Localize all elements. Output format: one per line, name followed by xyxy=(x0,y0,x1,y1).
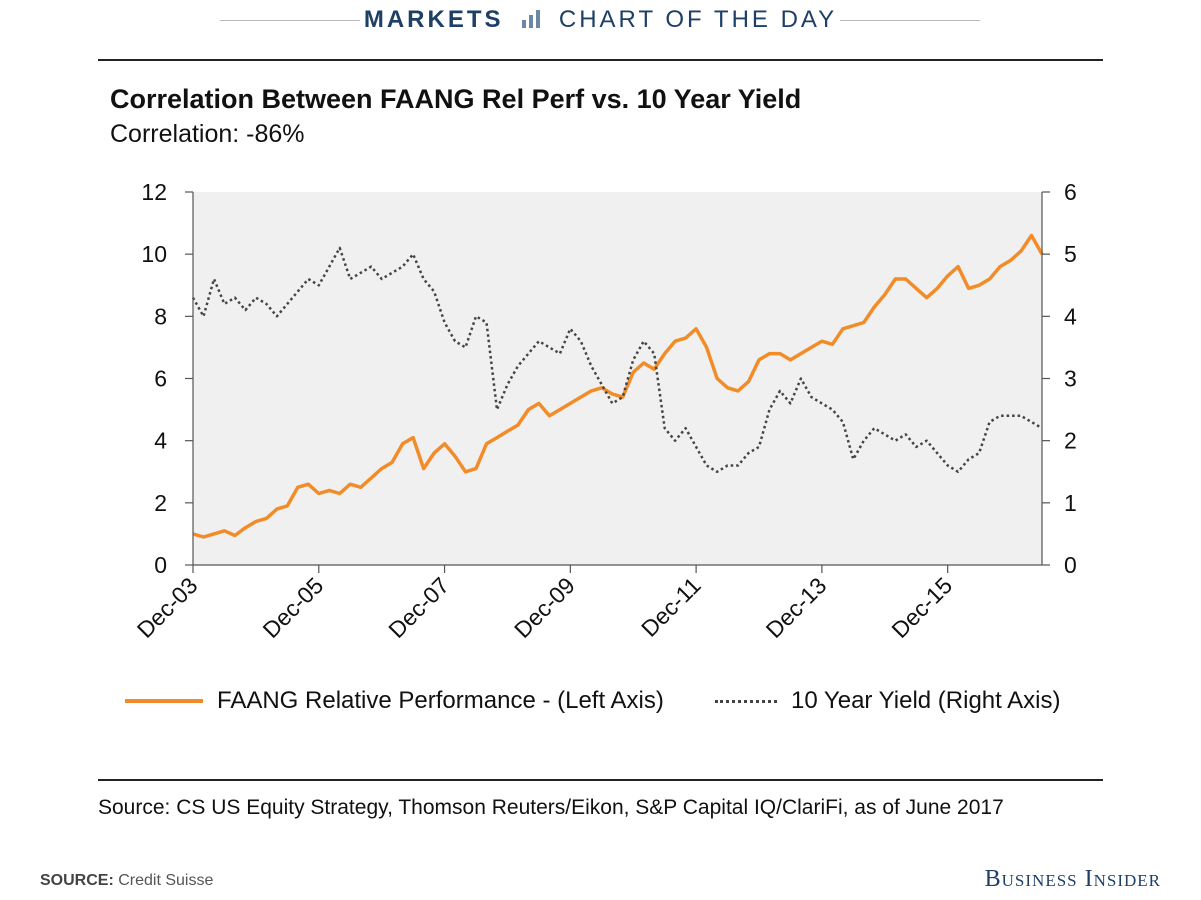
legend-label-faang: FAANG Relative Performance - (Left Axis) xyxy=(217,687,664,714)
x-tick-label: Dec-05 xyxy=(257,572,328,643)
y-tick-label-left: 8 xyxy=(154,303,167,329)
x-tick-label: Dec-11 xyxy=(636,572,706,642)
y-tick-label-right: 6 xyxy=(1064,179,1077,205)
x-tick-label: Dec-09 xyxy=(509,572,580,643)
plot-background xyxy=(193,192,1042,565)
legend-swatch-yield xyxy=(715,699,777,703)
y-tick-label-left: 12 xyxy=(141,179,167,205)
series-line-faang xyxy=(192,233,1044,539)
y-tick-label-right: 2 xyxy=(1064,428,1077,454)
y-tick-label-right: 5 xyxy=(1064,241,1077,267)
section-label: MARKETS xyxy=(363,6,504,33)
y-tick-label-left: 0 xyxy=(154,552,167,578)
legend-item-faang: FAANG Relative Performance - (Left Axis) xyxy=(125,683,664,719)
legend-label-yield: 10 Year Yield (Right Axis) xyxy=(791,687,1061,714)
x-tick-label: Dec-13 xyxy=(761,572,832,643)
y-tick-label-right: 1 xyxy=(1064,490,1077,516)
y-tick-label-right: 3 xyxy=(1064,366,1077,392)
source-note: Source: CS US Equity Strategy, Thomson R… xyxy=(98,796,1004,819)
series-line-yield xyxy=(191,246,1043,474)
brand-logo: Business Insider xyxy=(984,866,1161,892)
x-tick-label: Dec-15 xyxy=(886,572,957,643)
y-tick-label-left: 4 xyxy=(154,428,167,454)
header-banner: MARKETS CHART OF THE DAY xyxy=(0,0,1201,42)
y-tick-label-left: 2 xyxy=(154,490,167,516)
y-tick-label-right: 0 xyxy=(1064,552,1077,578)
legend: FAANG Relative Performance - (Left Axis)… xyxy=(125,683,1125,719)
bottom-rule xyxy=(98,779,1103,781)
chart-subtitle: Correlation: -86% xyxy=(110,120,305,148)
top-rule xyxy=(98,59,1103,61)
x-tick-label: Dec-03 xyxy=(132,572,203,643)
credit-label: SOURCE: xyxy=(40,872,114,889)
chart-title: Correlation Between FAANG Rel Perf vs. 1… xyxy=(110,84,802,114)
credit-value: Credit Suisse xyxy=(118,872,214,889)
banner-text: MARKETS CHART OF THE DAY xyxy=(0,6,1201,34)
feature-label: CHART OF THE DAY xyxy=(558,6,838,33)
x-tick-label: Dec-07 xyxy=(383,572,454,643)
bar-chart-icon xyxy=(522,10,541,28)
banner-rule-left xyxy=(220,20,360,21)
legend-swatch-faang xyxy=(125,699,203,703)
y-tick-label-right: 4 xyxy=(1064,303,1077,329)
y-tick-label-left: 10 xyxy=(141,241,167,267)
y-tick-label-left: 6 xyxy=(154,366,167,392)
credit-line: SOURCE: Credit Suisse xyxy=(40,872,213,890)
banner-rule-right xyxy=(840,20,980,21)
legend-item-yield: 10 Year Yield (Right Axis) xyxy=(715,683,1061,719)
